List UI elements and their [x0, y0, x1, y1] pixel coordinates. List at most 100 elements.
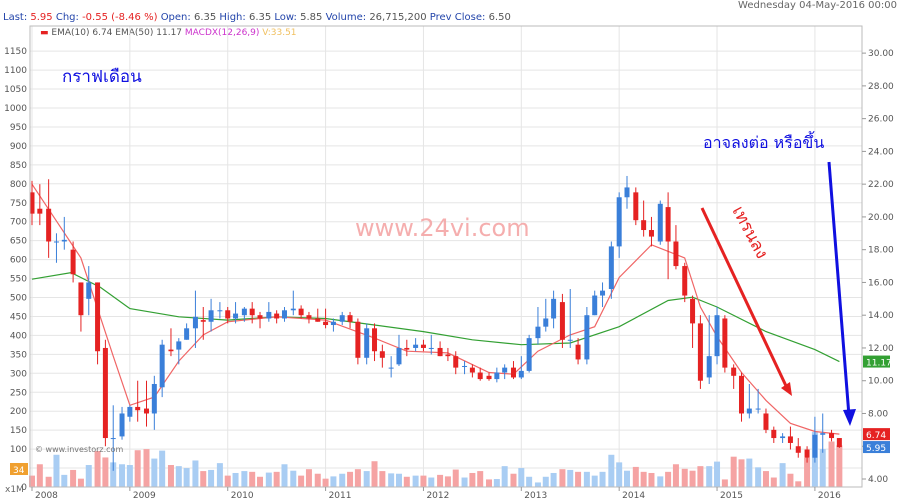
x-tick-label: 2015 — [720, 491, 743, 501]
volume-bar — [477, 471, 484, 487]
candle-body — [86, 282, 92, 299]
left-tick-label: 700 — [10, 218, 27, 228]
volume-bar — [787, 473, 794, 487]
candle-body — [633, 192, 639, 221]
low-label: Low: — [274, 12, 297, 23]
volume-bar — [126, 465, 133, 487]
volume-bar — [167, 465, 174, 487]
left-tick-label: 500 — [10, 294, 27, 304]
right-tick-label: 26.00 — [868, 115, 894, 125]
plot-frame — [29, 25, 863, 488]
volume-bar — [298, 475, 305, 487]
candle-body — [176, 341, 182, 350]
volume-bar — [322, 478, 329, 487]
candle-body — [657, 203, 663, 242]
volume-bar — [616, 462, 623, 487]
volume-bar — [379, 471, 386, 487]
volume-bar — [583, 471, 590, 487]
volume-bar — [257, 476, 264, 487]
right-tick-label: 30.00 — [868, 49, 894, 59]
outlook-annotation: อาจลงต่อ หรือขึ้น — [703, 131, 824, 152]
candle-body — [192, 316, 198, 329]
left-tick-label: 1050 — [4, 85, 27, 95]
volume-bar — [200, 471, 207, 487]
volume-bar — [779, 463, 786, 487]
candle-body — [372, 328, 378, 352]
left-tick-label: 550 — [10, 275, 27, 285]
candle-body — [739, 375, 745, 414]
volume-bar — [134, 450, 141, 487]
volume-bar — [70, 469, 77, 487]
volume-bar — [444, 476, 451, 487]
volume-bar — [437, 474, 444, 487]
quote-header: Last: 5.95 Chg: -0.55 (-8.46 %) Open: 6.… — [0, 0, 900, 26]
left-tick-label: 300 — [10, 369, 27, 379]
candle-body — [413, 344, 419, 348]
volume-bar — [632, 466, 639, 487]
volume-bar — [510, 473, 517, 487]
volume-bar — [45, 476, 52, 487]
candle-body — [127, 406, 133, 417]
x-tick-label: 2014 — [622, 491, 645, 501]
candle-body — [168, 349, 174, 352]
volume-bar — [388, 473, 395, 487]
candle-body — [551, 298, 557, 319]
x-tick-label: 2011 — [329, 491, 352, 501]
volume-bar — [804, 457, 811, 487]
candle-body — [780, 436, 786, 439]
candle-body — [592, 295, 598, 316]
candle-body — [184, 328, 190, 340]
volume-label: Volume: — [325, 12, 367, 23]
candle-body — [355, 321, 361, 358]
left-tick-label: 400 — [10, 331, 27, 341]
candle-body — [820, 433, 826, 435]
candle-body — [339, 315, 345, 322]
volume-bar — [175, 466, 182, 487]
candle-body — [616, 197, 622, 247]
ema50-value: 11.17 — [156, 28, 183, 38]
annotations: กราฟเดือน www.24vi.com อาจลงต่อ หรือขึ้นเท… — [5, 67, 856, 495]
candle-body — [494, 372, 500, 380]
candle-body — [29, 192, 35, 214]
candle-body — [755, 408, 761, 410]
right-tick-label: 4.00 — [868, 475, 888, 485]
candle-body — [510, 367, 516, 378]
candle-body — [281, 310, 287, 319]
volume-bar — [110, 462, 117, 487]
vol-badge-bg — [10, 463, 28, 475]
left-tick-label: 950 — [10, 123, 27, 133]
volume-bar — [159, 450, 166, 487]
volume-bar — [486, 479, 493, 487]
ema10-value: 6.74 — [92, 28, 113, 38]
volume-bar — [265, 472, 272, 487]
volume-bar — [208, 469, 215, 487]
volume-bar — [192, 460, 199, 487]
vol-badge: 34 — [13, 466, 25, 476]
volume-bar — [151, 458, 158, 487]
right-tick-label: 10.00 — [868, 377, 894, 387]
right-tick-label: 28.00 — [868, 82, 894, 92]
volume-bar — [542, 476, 549, 487]
candle-body — [233, 313, 239, 319]
candle-body — [567, 339, 573, 341]
volume-bar — [232, 472, 239, 487]
volume-bar — [550, 472, 557, 487]
candle-body — [804, 449, 810, 458]
copyright: © www.investorz.com — [35, 445, 123, 454]
volume-bar — [689, 470, 696, 487]
candle-body — [315, 318, 321, 322]
volume-bar — [102, 457, 109, 487]
candlesticks — [29, 175, 842, 471]
right-tick-label: 14.00 — [868, 311, 894, 321]
candle-body — [428, 347, 434, 349]
volume-bar — [493, 479, 500, 487]
right-tick-label: 24.00 — [868, 147, 894, 157]
candle-body — [151, 383, 157, 414]
ema50-price-label-bg — [863, 355, 890, 368]
candle-body — [95, 282, 101, 352]
volume-bar — [61, 474, 68, 487]
volume-bar — [94, 450, 101, 487]
ema50-label: EMA(50) — [115, 28, 154, 38]
volume-value: 26,715,200 — [369, 12, 427, 23]
